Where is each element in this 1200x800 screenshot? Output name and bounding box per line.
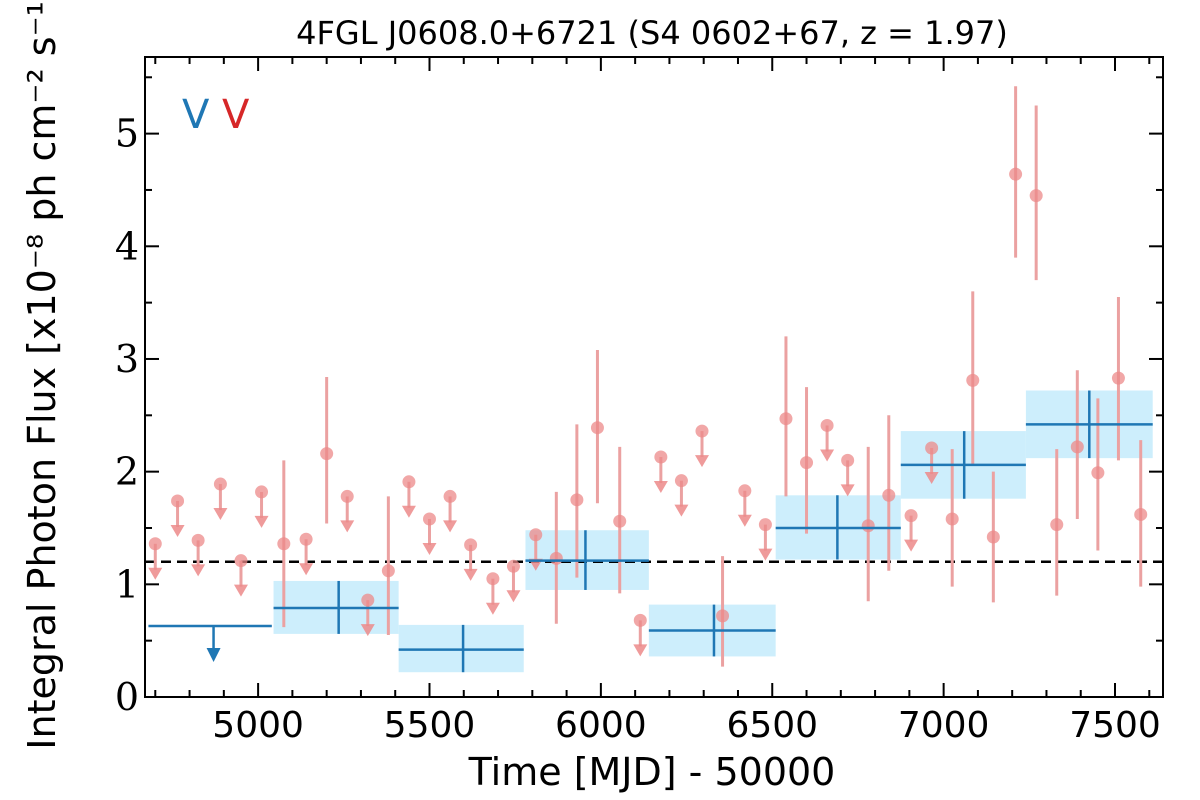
monthly-point-20: [570, 493, 583, 506]
monthly-point-45: [1091, 466, 1104, 479]
monthly-ul-arrow-1: [171, 525, 185, 537]
monthly-point-21: [591, 421, 604, 434]
monthly-point-42: [1030, 189, 1043, 202]
monthly-ul-point-28: [738, 484, 751, 497]
x-tick-label-2: 6000: [555, 705, 647, 746]
monthly-ul-point-14: [444, 490, 457, 503]
monthly-ul-arrow-29: [758, 549, 772, 561]
x-tick-label-1: 5500: [384, 705, 476, 746]
monthly-ul-point-37: [925, 441, 938, 454]
monthly-ul-arrow-14: [443, 520, 457, 532]
monthly-ul-arrow-16: [486, 603, 500, 615]
monthly-ul-arrow-24: [654, 481, 668, 493]
y-tick-label-0: 0: [115, 675, 139, 719]
monthly-point-44: [1071, 440, 1084, 453]
monthly-ul-point-32: [821, 419, 834, 432]
monthly-ul-point-13: [423, 512, 436, 525]
monthly-ul-arrow-32: [820, 449, 834, 461]
monthly-point-35: [882, 489, 895, 502]
monthly-ul-point-5: [255, 485, 268, 498]
monthly-ul-arrow-17: [506, 590, 520, 602]
monthly-ul-arrow-36: [904, 540, 918, 552]
monthly-ul-point-12: [402, 475, 415, 488]
legend: V V: [182, 92, 250, 138]
y-tick-label-4: 4: [115, 224, 139, 268]
monthly-point-30: [779, 412, 792, 425]
y-tick-label-3: 3: [115, 337, 139, 381]
monthly-point-40: [987, 531, 1000, 544]
monthly-ul-arrow-28: [738, 515, 752, 527]
y-axis-label: Integral Photon Flux [x10⁻⁸ ph cm⁻² s⁻¹]: [20, 0, 64, 750]
monthly-ul-arrow-25: [674, 505, 688, 517]
monthly-ul-arrow-7: [299, 563, 313, 575]
x-tick-label-4: 7000: [898, 705, 990, 746]
monthly-ul-point-18: [529, 528, 542, 541]
monthly-ul-point-0: [149, 537, 162, 550]
monthly-ul-arrow-13: [422, 543, 436, 555]
y-tick-label-5: 5: [115, 112, 139, 156]
monthly-ul-point-29: [759, 518, 772, 531]
legend-item-yearly: V: [182, 92, 210, 138]
monthly-ul-arrow-9: [340, 520, 354, 532]
monthly-ul-arrow-33: [841, 484, 855, 496]
monthly-ul-point-7: [300, 533, 313, 546]
monthly-ul-point-16: [486, 572, 499, 585]
monthly-ul-point-9: [341, 490, 354, 503]
monthly-ul-point-17: [507, 560, 520, 573]
monthly-point-22: [613, 515, 626, 528]
monthly-point-39: [966, 374, 979, 387]
monthly-point-19: [550, 552, 563, 565]
monthly-point-27: [716, 609, 729, 622]
monthly-point-38: [946, 512, 959, 525]
monthly-point-43: [1050, 518, 1063, 531]
monthly-point-8: [320, 447, 333, 460]
monthly-ul-point-1: [171, 494, 184, 507]
x-axis-label: Time [MJD] - 50000: [468, 750, 836, 794]
monthly-point-47: [1134, 508, 1147, 521]
monthly-point-11: [382, 564, 395, 577]
monthly-ul-arrow-2: [191, 564, 205, 576]
monthly-point-6: [277, 537, 290, 550]
yearly-ul-arrow-0: [207, 648, 221, 662]
monthly-ul-arrow-0: [148, 568, 162, 580]
monthly-point-41: [1009, 168, 1022, 181]
y-tick-label-2: 2: [115, 450, 139, 494]
x-tick-label-3: 6500: [726, 705, 818, 746]
x-tick-label-5: 7500: [1069, 705, 1161, 746]
monthly-ul-point-36: [905, 509, 918, 522]
monthly-ul-arrow-23: [633, 644, 647, 656]
y-tick-label-1: 1: [115, 562, 139, 606]
monthly-ul-arrow-4: [234, 585, 248, 597]
monthly-ul-arrow-15: [464, 569, 478, 581]
monthly-point-31: [800, 456, 813, 469]
monthly-ul-point-25: [675, 474, 688, 487]
monthly-ul-point-23: [634, 614, 647, 627]
monthly-ul-arrow-3: [213, 508, 227, 520]
monthly-ul-point-3: [214, 478, 227, 491]
monthly-ul-arrow-26: [695, 455, 709, 467]
monthly-ul-arrow-5: [255, 516, 269, 528]
x-tick-label-0: 5000: [212, 705, 304, 746]
monthly-ul-point-4: [234, 554, 247, 567]
monthly-ul-point-24: [654, 451, 667, 464]
monthly-point-46: [1112, 372, 1125, 385]
monthly-ul-point-15: [464, 538, 477, 551]
monthly-ul-point-2: [192, 534, 205, 547]
monthly-point-34: [862, 519, 875, 532]
monthly-ul-point-26: [695, 425, 708, 438]
monthly-ul-arrow-12: [402, 506, 416, 518]
monthly-ul-point-10: [361, 594, 374, 607]
plot-area: 5000 5500 6000 6500 7000 7500 0 1 2 3 4 5: [115, 57, 1163, 746]
monthly-ul-point-33: [841, 454, 854, 467]
legend-item-monthly: V: [222, 92, 250, 138]
chart-title: 4FGL J0608.0+6721 (S4 0602+67, z = 1.97): [296, 14, 1008, 52]
